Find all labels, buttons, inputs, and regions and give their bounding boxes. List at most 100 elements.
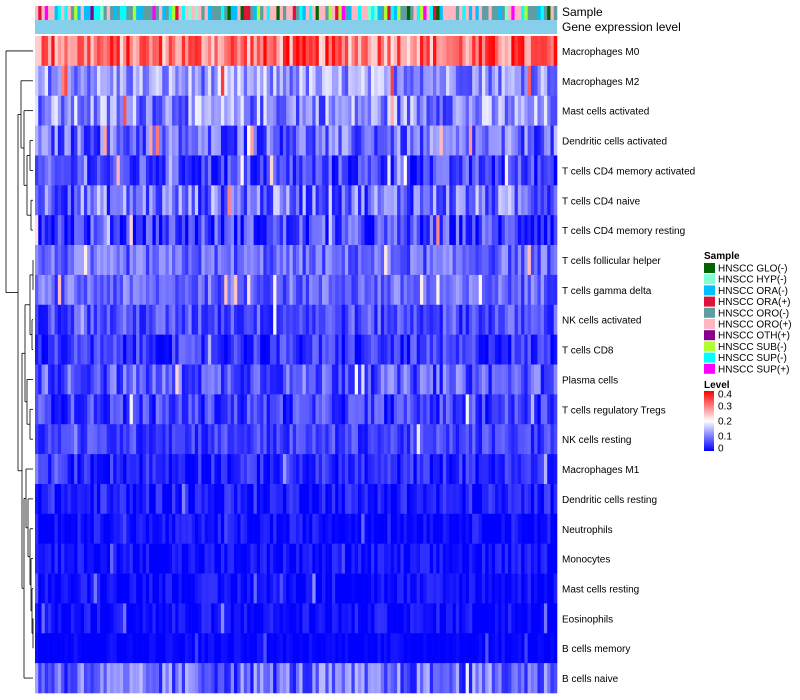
heatmap-cell <box>181 603 186 634</box>
heatmap-cell <box>103 95 108 126</box>
heatmap-cell <box>35 454 39 485</box>
heatmap-cell <box>279 334 284 365</box>
heatmap-cell <box>57 394 62 425</box>
heatmap-cell <box>426 424 431 455</box>
heatmap-cell <box>289 573 294 604</box>
heatmap-cell <box>217 185 222 216</box>
heatmap-cell <box>132 663 137 694</box>
heatmap-cell <box>139 304 143 335</box>
heatmap-cell <box>338 424 342 455</box>
heatmap-cell <box>478 633 483 664</box>
heatmap-cell <box>403 125 408 156</box>
heatmap-cell <box>80 304 85 335</box>
heatmap-cell <box>165 603 170 634</box>
heatmap-cell <box>162 125 166 156</box>
heatmap-cell <box>276 95 280 126</box>
heatmap-cell <box>142 125 147 156</box>
heatmap-cell <box>364 155 369 186</box>
heatmap-cell <box>234 304 238 335</box>
sample-cell <box>436 6 440 20</box>
heatmap-cell <box>390 274 395 306</box>
heatmap-cell <box>348 573 352 604</box>
heatmap-cell <box>475 394 479 425</box>
heatmap-cell <box>90 424 95 455</box>
heatmap-cell <box>175 603 179 634</box>
heatmap-cell <box>377 513 382 544</box>
heatmap-cell <box>266 36 271 67</box>
sample-legend-label: HNSCC HYP(-) <box>718 275 787 286</box>
heatmap-cell <box>446 454 450 485</box>
heatmap-cell <box>139 185 143 216</box>
heatmap-cell <box>521 483 525 515</box>
heatmap-cell <box>377 633 382 664</box>
heatmap-cell <box>256 513 261 544</box>
heatmap-cell <box>374 394 378 425</box>
heatmap-cell <box>550 364 555 395</box>
heatmap-cell <box>400 245 404 276</box>
heatmap-cell <box>491 543 496 574</box>
heatmap-cell <box>302 633 307 664</box>
heatmap-cell <box>508 125 512 156</box>
heatmap-cell <box>354 394 359 425</box>
heatmap-cell <box>204 454 209 485</box>
heatmap-cell <box>126 663 130 694</box>
heatmap-cell <box>103 65 108 97</box>
heatmap-cell <box>83 663 88 694</box>
heatmap-cell <box>67 274 72 306</box>
heatmap-cell <box>172 245 176 276</box>
heatmap-cell <box>240 573 245 604</box>
heatmap-cell <box>237 513 241 544</box>
heatmap-cell <box>292 543 297 574</box>
heatmap-cell <box>243 65 248 97</box>
heatmap-cell <box>357 424 362 455</box>
heatmap-cell <box>521 36 525 67</box>
heatmap-cell <box>416 95 421 126</box>
heatmap-cell <box>211 364 215 395</box>
heatmap-cell <box>230 633 235 664</box>
heatmap-cell <box>540 424 545 455</box>
heatmap-cell <box>371 603 375 634</box>
sample-cell <box>227 6 232 20</box>
heatmap-cell <box>426 573 431 604</box>
heatmap-cell <box>87 633 91 664</box>
heatmap-cell <box>364 185 369 216</box>
heatmap-cell <box>149 483 153 515</box>
heatmap-cell <box>38 513 42 544</box>
heatmap-cell <box>452 95 457 126</box>
heatmap-cell <box>207 364 212 395</box>
heatmap-cell <box>459 483 463 515</box>
heatmap-cell <box>514 454 519 485</box>
heatmap-cell <box>67 334 72 365</box>
heatmap-cell <box>227 155 232 186</box>
heatmap-cell <box>344 394 349 425</box>
heatmap-cell <box>495 513 499 544</box>
heatmap-cell <box>429 603 434 634</box>
heatmap-cell <box>377 543 382 574</box>
heatmap-cell <box>367 334 372 365</box>
heatmap-cell <box>123 65 127 97</box>
heatmap-cell <box>110 304 114 335</box>
heatmap-cell <box>521 603 525 634</box>
heatmap-cell <box>449 245 453 276</box>
heatmap-cell <box>123 663 127 694</box>
heatmap-cell <box>83 185 88 216</box>
heatmap-cell <box>403 573 408 604</box>
heatmap-cell <box>521 513 525 544</box>
sample-cell <box>266 6 271 20</box>
heatmap-cell <box>446 36 450 67</box>
heatmap-cell <box>397 424 401 455</box>
heatmap-cell <box>547 483 551 515</box>
heatmap-cell <box>194 573 199 604</box>
heatmap-cell <box>194 483 199 515</box>
heatmap-cell <box>158 364 163 395</box>
heatmap-cell <box>234 36 238 67</box>
heatmap-cell <box>351 274 356 306</box>
heatmap-cell <box>390 334 395 365</box>
heatmap-cell <box>253 394 258 425</box>
heatmap-cell <box>96 185 101 216</box>
heatmap-cell <box>524 483 528 515</box>
heatmap-cell <box>296 36 300 67</box>
heatmap-cell <box>322 424 326 455</box>
heatmap-cell <box>149 573 153 604</box>
heatmap-cell <box>498 215 502 246</box>
